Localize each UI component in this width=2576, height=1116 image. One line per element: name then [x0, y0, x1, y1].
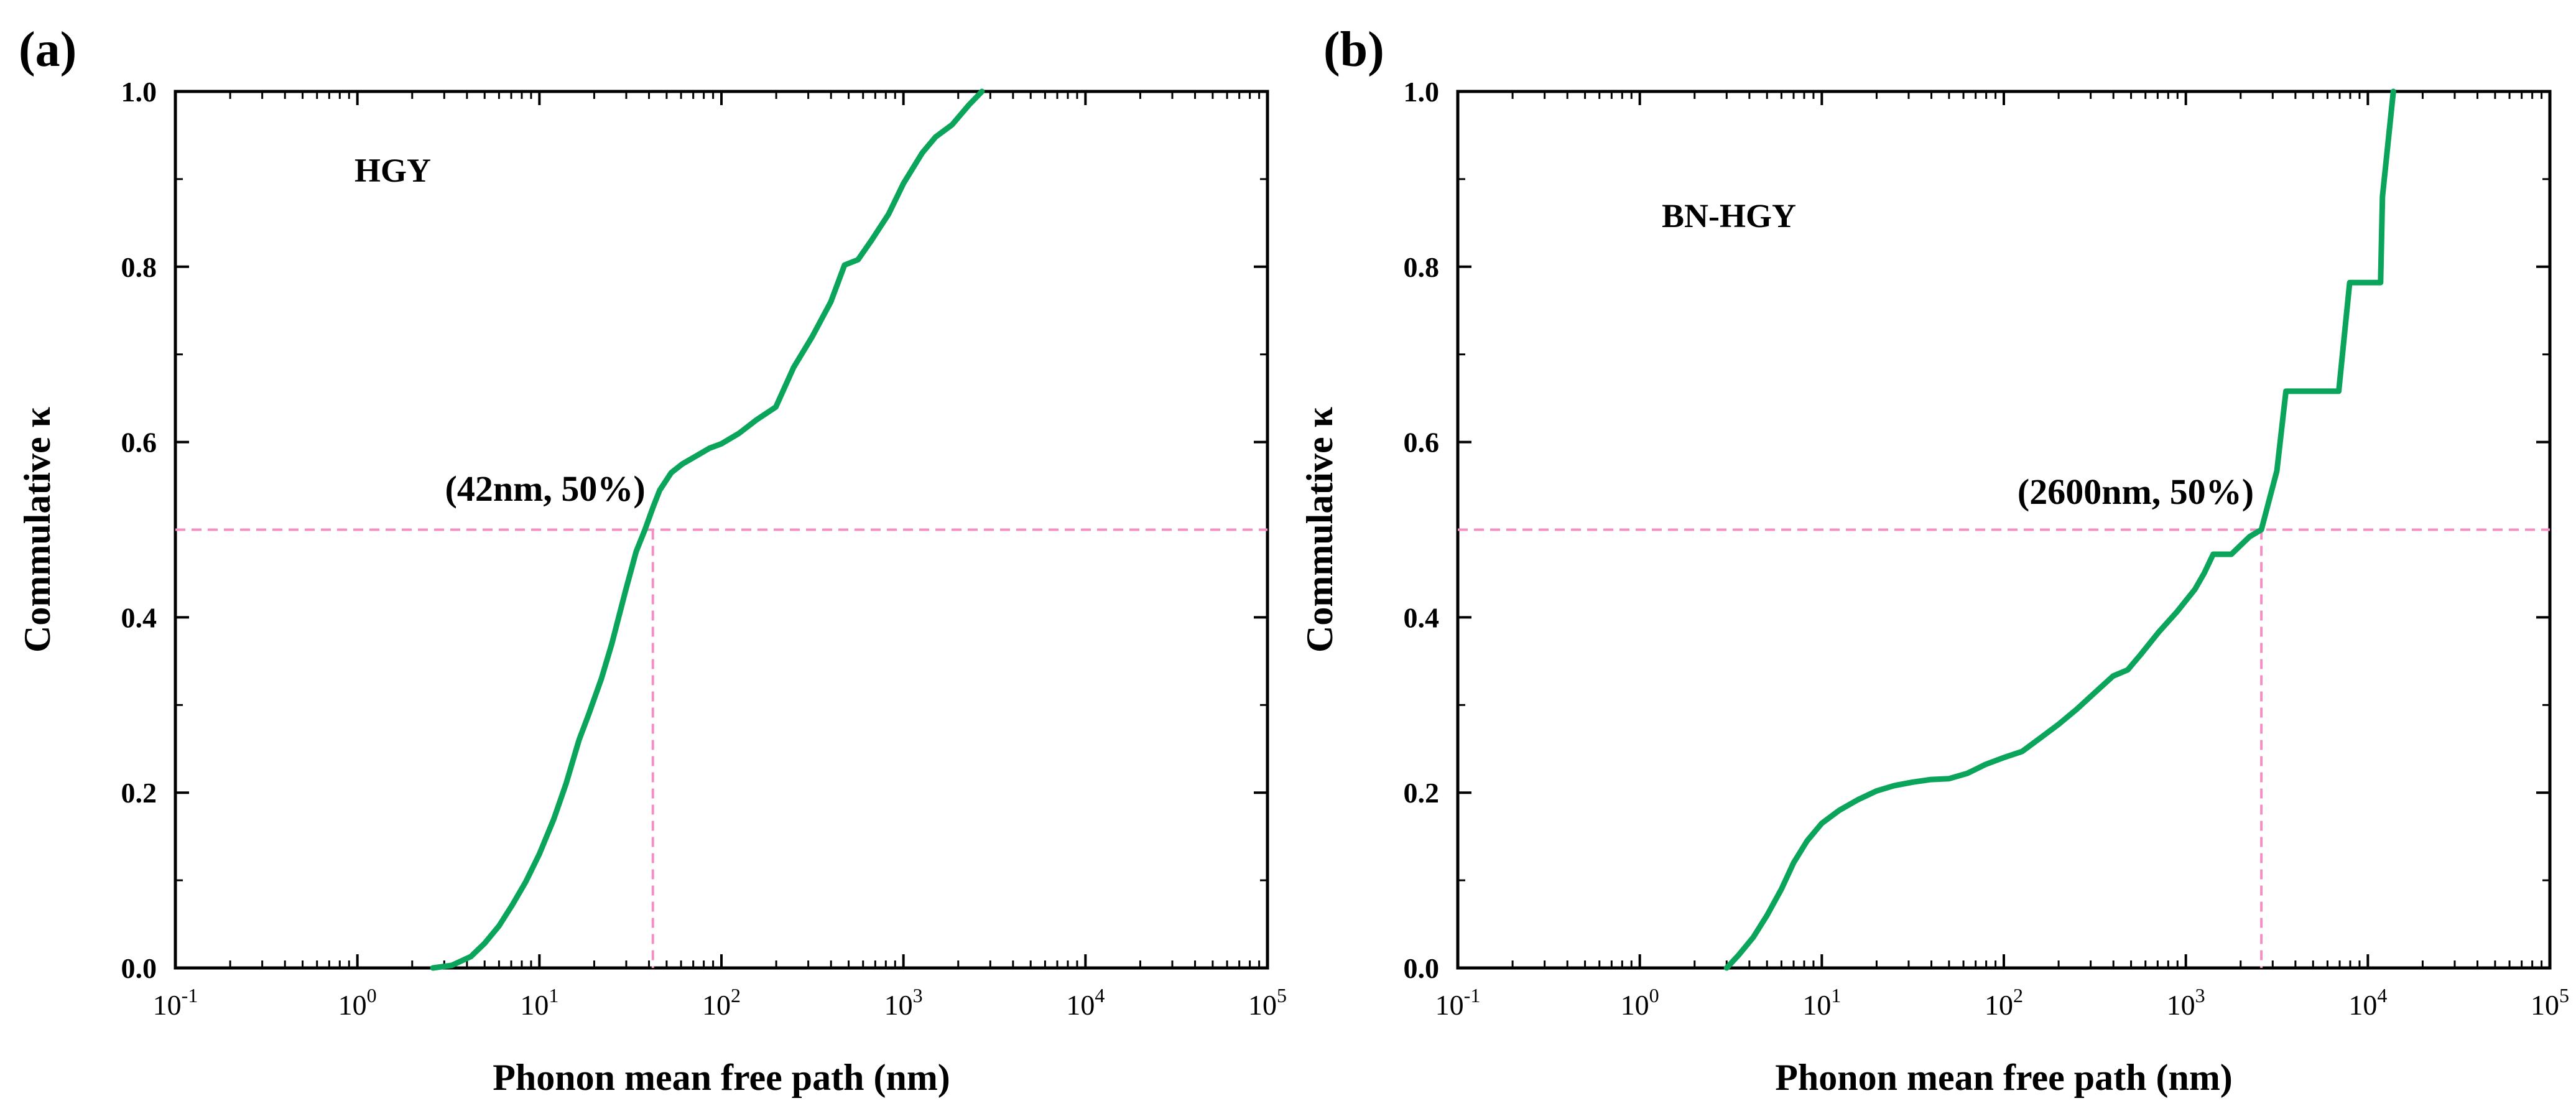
- y-tick-label: 0.8: [1404, 251, 1440, 283]
- x-tick-base: 10: [702, 989, 731, 1021]
- x-tick-exponent: 5: [2559, 984, 2569, 1007]
- x-tick-label: 104: [2348, 984, 2387, 1021]
- x-axis-label: Phonon mean free path (nm): [493, 1057, 950, 1098]
- chart-b: 10-1 100 101 102 103 104 1050.00.20.40.60.81.0…: [1299, 76, 2569, 1098]
- x-tick-label: 10-1: [1435, 984, 1481, 1021]
- y-tick-label: 0.8: [121, 251, 157, 283]
- inset-label: HGY: [354, 152, 431, 189]
- y-tick-label: 1.0: [121, 76, 157, 108]
- chart-a: 10-1 100 101 102 103 104 1050.00.20.40.60.81.0…: [17, 76, 1287, 1098]
- x-tick-base: 10: [2531, 989, 2559, 1021]
- x-tick-base: 10: [884, 989, 913, 1021]
- panel-label-b: (b): [1323, 22, 1384, 77]
- x-tick-exponent: -1: [182, 984, 198, 1007]
- x-tick-exponent: 1: [549, 984, 558, 1007]
- x-tick-label: 101: [1802, 984, 1841, 1021]
- annotation-label: (2600nm, 50%): [2018, 472, 2254, 512]
- y-tick-label: 0.6: [121, 427, 157, 458]
- x-tick-exponent: 3: [2195, 984, 2205, 1007]
- x-tick-label: 10-1: [153, 984, 198, 1021]
- x-tick-exponent: 2: [2013, 984, 2023, 1007]
- x-tick-label: 105: [2531, 984, 2569, 1021]
- annotation-label: (42nm, 50%): [445, 468, 646, 509]
- y-axis-label: Commulative κ: [1299, 407, 1340, 653]
- x-tick-base: 10: [520, 989, 549, 1021]
- y-axis-label: Commulative κ: [17, 407, 58, 653]
- x-tick-exponent: 1: [1831, 984, 1841, 1007]
- x-tick-base: 10: [1802, 989, 1831, 1021]
- x-tick-label: 104: [1066, 984, 1105, 1021]
- y-tick-label: 0.2: [1404, 777, 1440, 809]
- y-tick-label: 0.4: [121, 602, 157, 633]
- x-tick-exponent: 0: [367, 984, 377, 1007]
- y-tick-label: 0.0: [1404, 952, 1440, 984]
- x-tick-base: 10: [1435, 989, 1464, 1021]
- x-tick-exponent: 5: [1277, 984, 1287, 1007]
- y-tick-label: 1.0: [1404, 76, 1440, 108]
- x-tick-label: 100: [338, 984, 377, 1021]
- y-tick-label: 0.6: [1404, 427, 1440, 458]
- x-tick-label: 101: [520, 984, 558, 1021]
- x-tick-exponent: 2: [731, 984, 741, 1007]
- x-tick-label: 103: [884, 984, 923, 1021]
- cumulative-kappa-line: [1723, 88, 2396, 971]
- x-axis-label: Phonon mean free path (nm): [1775, 1057, 2233, 1098]
- inset-label: BN-HGY: [1662, 197, 1796, 235]
- x-tick-base: 10: [2348, 989, 2377, 1021]
- x-tick-label: 102: [702, 984, 741, 1021]
- x-tick-base: 10: [1248, 989, 1277, 1021]
- x-tick-base: 10: [1621, 989, 1649, 1021]
- x-tick-base: 10: [153, 989, 182, 1021]
- x-tick-exponent: -1: [1464, 984, 1481, 1007]
- y-tick-label: 0.4: [1404, 602, 1440, 633]
- x-tick-label: 103: [2167, 984, 2205, 1021]
- x-tick-label: 105: [1248, 984, 1287, 1021]
- x-tick-base: 10: [1066, 989, 1095, 1021]
- x-tick-exponent: 4: [2377, 984, 2387, 1007]
- y-tick-label: 0.0: [121, 952, 157, 984]
- x-tick-label: 100: [1621, 984, 1659, 1021]
- x-tick-label: 102: [1985, 984, 2023, 1021]
- x-tick-base: 10: [1985, 989, 2013, 1021]
- y-tick-label: 0.2: [121, 777, 157, 809]
- x-tick-base: 10: [2167, 989, 2195, 1021]
- x-tick-exponent: 3: [913, 984, 923, 1007]
- x-tick-exponent: 4: [1095, 984, 1105, 1007]
- x-tick-exponent: 0: [1649, 984, 1659, 1007]
- cumulative-kappa-line: [430, 88, 985, 971]
- x-tick-base: 10: [338, 989, 367, 1021]
- panel-label-a: (a): [19, 22, 77, 77]
